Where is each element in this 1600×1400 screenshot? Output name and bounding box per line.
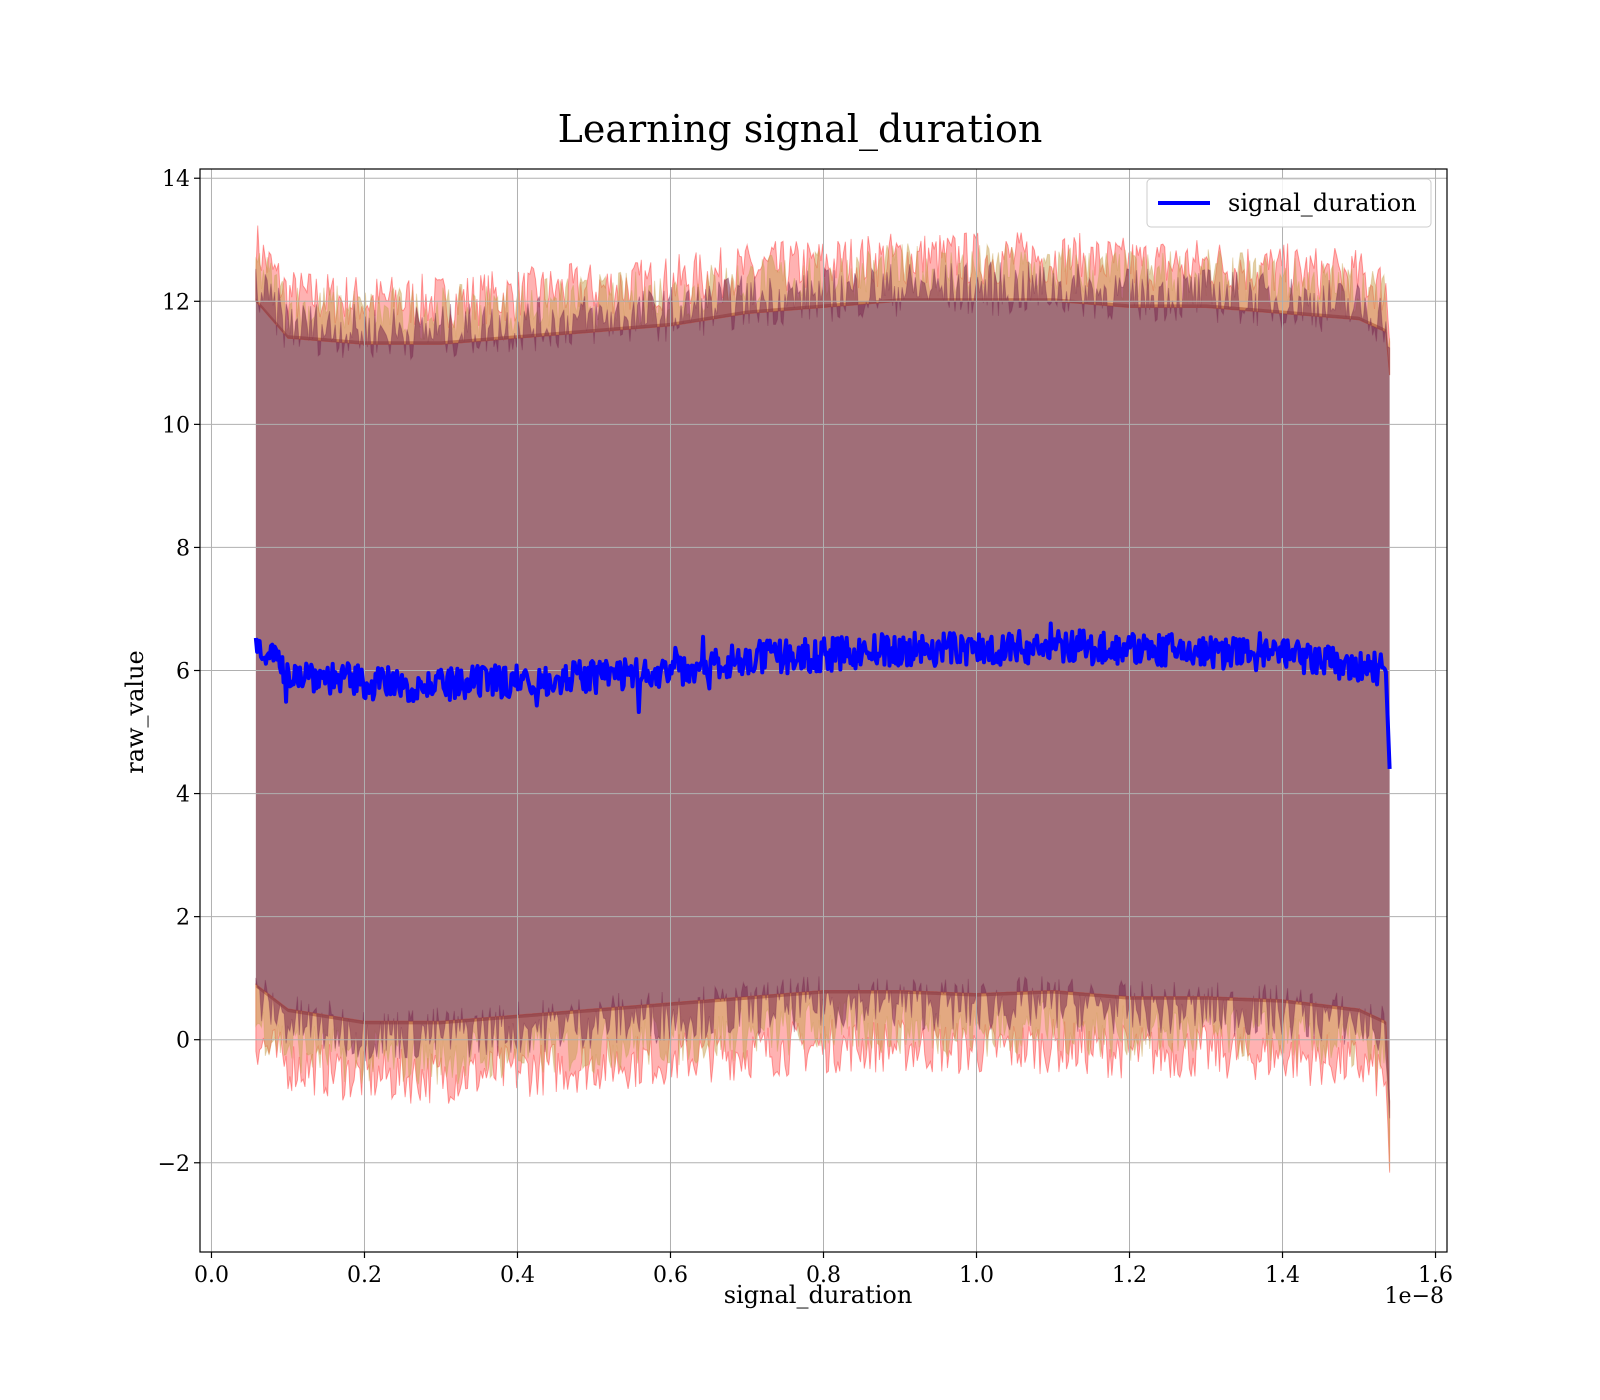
grid [200,169,1447,1252]
x-tick-label-7: 1.4 [1265,1263,1300,1288]
x-tick-label-3: 0.6 [653,1263,688,1288]
legend: signal_duration [1146,178,1432,228]
legend-label-signal-duration: signal_duration [1228,189,1417,217]
y-tick-label-8: 14 [162,167,190,192]
y-axis: −2 0 2 4 6 8 10 12 14 [158,167,200,1177]
y-tick-label-4: 6 [176,660,190,685]
x-tick-label-4: 0.8 [806,1263,841,1288]
y-axis-label: raw_value [121,650,149,774]
y-tick-label-6: 10 [162,413,190,438]
band-2-lower [255,975,1391,1119]
y-tick-label-1: 0 [176,1029,190,1054]
y-tick-label-3: 4 [176,783,190,808]
x-axis: 0.0 0.2 0.4 0.6 0.8 1.0 1.2 1.4 1.6 [194,1252,1453,1288]
band-core [255,298,1390,1105]
x-tick-label-8: 1.6 [1418,1263,1453,1288]
legend-box [1146,178,1432,228]
y-tick-label-7: 12 [162,290,190,315]
x-tick-label-1: 0.2 [347,1263,382,1288]
series-layer [253,621,1392,770]
chart-title: Learning signal_duration [558,107,1043,152]
y-tick-label-0: −2 [158,1152,190,1177]
y-tick-label-5: 8 [176,536,190,561]
x-tick-label-2: 0.4 [500,1263,535,1288]
band-2-upper [255,261,1391,376]
x-axis-label: signal_duration [724,1281,913,1309]
x-tick-label-0: 0.0 [194,1263,229,1288]
confidence-bands [255,225,1391,1173]
x-tick-label-6: 1.2 [1112,1263,1147,1288]
x-tick-label-5: 1.0 [959,1263,994,1288]
y-tick-label-2: 2 [176,906,190,931]
x-axis-offset-label: 1e−8 [1385,1284,1444,1309]
series-line-signal_duration [253,621,1392,770]
